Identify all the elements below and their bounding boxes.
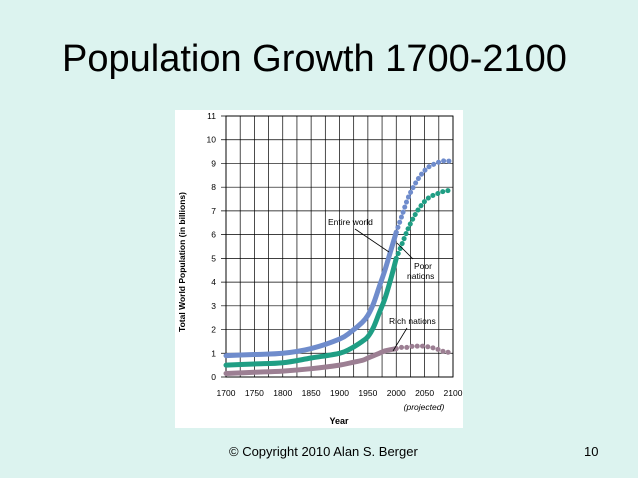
x-tick-label: 1750	[245, 388, 264, 398]
series-projection-poor-nations	[393, 187, 456, 261]
series-line-rich-nations	[223, 346, 399, 376]
y-axis-title: Total World Population (in billions)	[177, 192, 187, 332]
chart-series	[223, 158, 456, 376]
x-tick-label: 1950	[358, 388, 377, 398]
series-line-poor-nations	[223, 255, 399, 368]
y-tick-label: 1	[211, 348, 216, 358]
annotation-poor-pointer	[396, 242, 414, 260]
y-tick-label: 7	[211, 206, 216, 216]
x-tick-label: 2100	[444, 388, 463, 398]
y-tick-label: 0	[211, 372, 216, 382]
footer-copyright: © Copyright 2010 Alan S. Berger	[229, 444, 418, 459]
y-axis-ticks: 0 1 2 3 4 5 6 7 8 9 10 11	[207, 111, 217, 382]
x-axis-title: Year	[329, 416, 349, 426]
x-tick-label: 1850	[302, 388, 321, 398]
annotation-poor-line2: nations	[407, 271, 434, 281]
y-tick-label: 10	[207, 135, 217, 145]
y-tick-label: 5	[211, 253, 216, 263]
annotation-rich-nations: Rich nations	[389, 316, 436, 326]
slide-title: Population Growth 1700-2100	[62, 38, 567, 80]
annotation-rich-pointer	[392, 327, 408, 352]
annotation-poor-line1: Poor	[414, 261, 432, 271]
series-line-entire-world	[223, 229, 399, 359]
y-tick-label: 6	[211, 230, 216, 240]
x-tick-label: 2050	[415, 388, 434, 398]
annotation-entire-world: Entire world	[328, 217, 373, 227]
y-tick-label: 9	[211, 158, 216, 168]
annotation-entire-world-pointer	[354, 228, 390, 253]
y-tick-label: 4	[211, 277, 216, 287]
y-tick-label: 3	[211, 301, 216, 311]
y-tick-label: 2	[211, 325, 216, 335]
x-tick-label: 1800	[273, 388, 292, 398]
chart-grid	[221, 115, 454, 378]
x-tick-label: 2000	[387, 388, 406, 398]
x-tick-label: 1900	[330, 388, 349, 398]
chart-canvas: 0 1 2 3 4 5 6 7 8 9 10 11 1700 1750 1800 1850 1900 1950 2…	[177, 111, 463, 426]
x-tick-label: 1700	[217, 388, 236, 398]
page-number: 10	[584, 444, 599, 459]
series-projection-entire-world	[393, 158, 456, 235]
y-tick-label: 11	[207, 111, 216, 121]
y-tick-label: 8	[211, 182, 216, 192]
population-chart: 0 1 2 3 4 5 6 7 8 9 10 11 1700 1750 1800 1850 1900 1950 2…	[175, 110, 463, 428]
projected-label: (projected)	[404, 402, 445, 412]
series-projection-rich-nations	[393, 343, 456, 356]
x-axis-ticks: 1700 1750 1800 1850 1900 1950 2000 2050 2100	[217, 388, 463, 398]
